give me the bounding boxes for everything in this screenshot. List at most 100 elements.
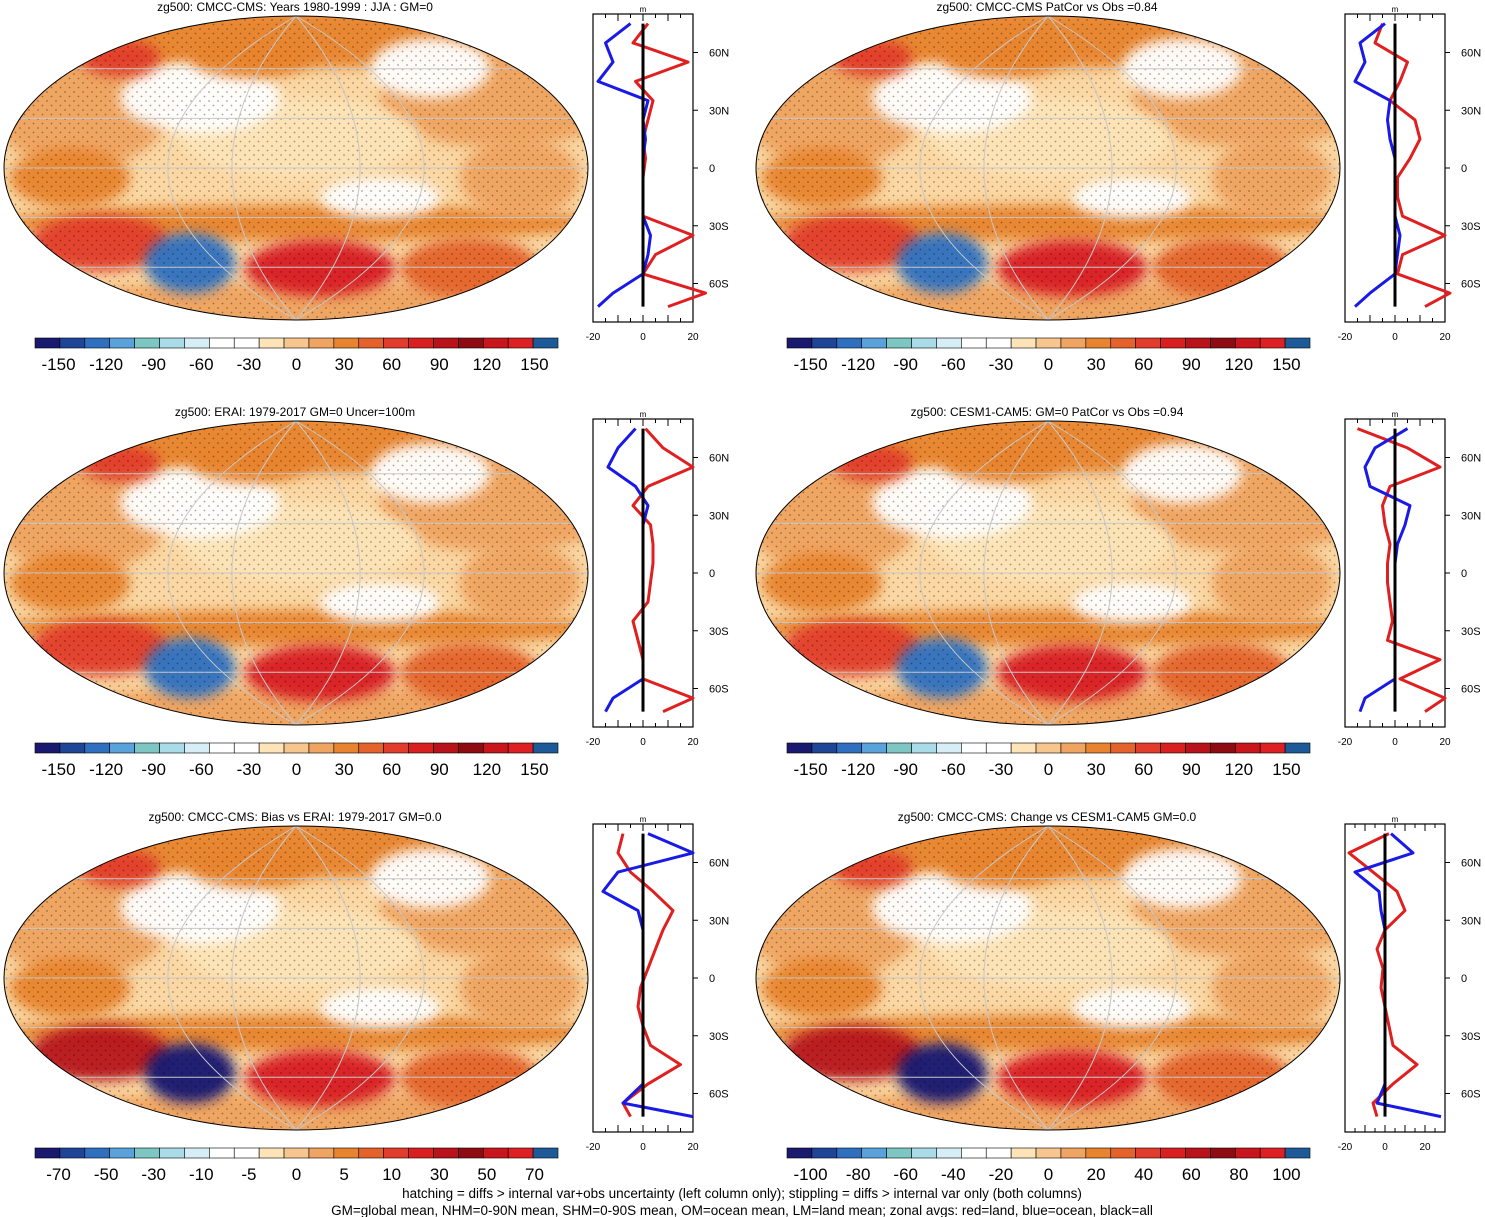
colorbar-tick-label: -120 [89,760,123,779]
lat-tick-label: 60N [1461,453,1481,465]
colorbar-tick-label: 20 [1087,1165,1106,1184]
zonal-x-tick-label: 20 [687,737,699,748]
panel-title: zg500: CESM1-CAM5: GM=0 PatCor vs Obs =0… [911,405,1184,419]
colorbar-tick-label: 40 [1134,1165,1153,1184]
zonal-unit-label: m [1392,815,1399,824]
lat-tick-label: 30S [1461,1031,1481,1043]
colorbar-tick-label: 0 [292,355,301,374]
colorbar-tick-label: 150 [1272,760,1300,779]
graticule [4,825,588,1131]
lat-tick-label: 30S [1461,626,1481,638]
map-field [4,421,588,725]
lat-tick-label: 30N [1461,105,1481,117]
lat-tick-label: 60N [709,48,729,60]
colorbar-tick-label: -120 [89,355,123,374]
zonal-mean-plot: m -20 0 20 60N 30N 0 30S 60S [586,410,729,748]
zonal-x-tick-label: -20 [586,332,601,343]
zonal-x-tick-label: 0 [640,332,646,343]
zonal-mean-plot: m -20 0 20 60N 30N 0 30S 60S [1338,815,1481,1153]
panel-title: zg500: CMCC-CMS: Change vs CESM1-CAM5 GM… [898,810,1197,824]
colorbar-tick-label: -150 [42,355,76,374]
colorbar-tick-label: 50 [477,1165,496,1184]
lat-tick-label: 0 [1461,568,1467,580]
colorbar-tick-label: 120 [473,760,501,779]
lat-tick-label: 30N [709,105,729,117]
map-field [756,826,1340,1130]
zonal-mean-plot: m -20 0 20 60N 30N 0 30S 60S [586,815,729,1153]
colorbar-tick-label: -120 [841,355,875,374]
lat-tick-label: 0 [709,163,715,175]
zonal-unit-label: m [640,5,647,14]
colorbar-tick-label: 30 [1087,355,1106,374]
colorbar-tick-label: 60 [382,355,401,374]
colorbar-tick-label: -5 [241,1165,256,1184]
colorbar-tick-label: -60 [941,760,966,779]
colorbar-tick-label: 120 [1225,760,1253,779]
map-outline [3,420,589,726]
colorbar-tick-label: 90 [430,760,449,779]
lat-tick-label: 0 [709,568,715,580]
lat-tick-label: 30N [1461,915,1481,927]
map-outline [755,15,1341,321]
colorbar-tick-label: 80 [1229,1165,1248,1184]
colorbar-tick-label: 90 [1182,355,1201,374]
colorbar-tick-label: -90 [893,760,918,779]
lat-tick-label: 30N [709,915,729,927]
colorbar-tick-label: -20 [989,1165,1014,1184]
colorbar-tick-label: 60 [382,760,401,779]
zonal-x-tick-label: 20 [1439,332,1451,343]
colorbar-tick-label: -100 [794,1165,828,1184]
colorbar-tick-label: -150 [794,355,828,374]
lat-tick-label: 30N [1461,510,1481,522]
colorbar: -150 -120 -90 -60 -30 0 30 60 90 120 150 [34,337,559,374]
colorbar-tick-label: 0 [1044,1165,1053,1184]
colorbar-tick-label: -30 [237,355,262,374]
map-outline [755,825,1341,1131]
colorbar-tick-label: -50 [94,1165,119,1184]
colorbar-tick-label: 60 [1134,760,1153,779]
lat-tick-label: 30S [1461,221,1481,233]
colorbar-tick-label: -40 [941,1165,966,1184]
footer-line-1: hatching = diffs > internal var+obs unce… [402,1186,1082,1201]
panel-6: zg500: CMCC-CMS: Change vs CESM1-CAM5 GM… [755,810,1481,1184]
colorbar-tick-label: 0 [1044,355,1053,374]
colorbar-tick-label: 30 [335,760,354,779]
map-field [756,16,1340,320]
panel-title: zg500: CMCC-CMS: Years 1980-1999 : JJA :… [157,0,433,14]
colorbar-tick-label: 30 [430,1165,449,1184]
map-outline [3,15,589,321]
colorbar: -70 -50 -30 -10 -5 0 5 10 30 50 70 [34,1147,559,1184]
lat-tick-label: 60S [1461,279,1481,291]
colorbar-tick-label: -150 [794,760,828,779]
map-field [756,421,1340,725]
lat-tick-label: 60N [1461,858,1481,870]
lat-tick-label: 30S [709,221,729,233]
colorbar-tick-label: 120 [1225,355,1253,374]
colorbar-tick-label: -70 [46,1165,71,1184]
colorbar: -150 -120 -90 -60 -30 0 30 60 90 120 150 [34,742,559,779]
lat-tick-label: 60N [1461,48,1481,60]
colorbar-tick-label: -60 [189,760,214,779]
colorbar-tick-label: 5 [339,1165,348,1184]
footer-line-2: GM=global mean, NHM=0-90N mean, SHM=0-90… [331,1203,1153,1217]
colorbar-tick-label: -90 [141,355,166,374]
colorbar-tick-label: 60 [1182,1165,1201,1184]
panel-2: zg500: CMCC-CMS PatCor vs Obs =0.84-150-… [755,0,1481,374]
lat-tick-label: 0 [1461,163,1467,175]
colorbar-tick-label: 120 [473,355,501,374]
colorbar-tick-label: 150 [520,760,548,779]
colorbar-tick-label: -120 [841,760,875,779]
panel-3: zg500: ERAI: 1979-2017 GM=0 Uncer=100m -1… [3,405,729,779]
zonal-unit-label: m [640,410,647,419]
lat-tick-label: 30S [709,1031,729,1043]
colorbar-tick-label: -10 [189,1165,214,1184]
graticule [4,420,588,726]
zonal-x-tick-label: 0 [640,1142,646,1153]
colorbar-tick-label: -30 [141,1165,166,1184]
lat-tick-label: 30S [709,626,729,638]
lat-tick-label: 60S [1461,1089,1481,1101]
zonal-unit-label: m [1392,5,1399,14]
colorbar-tick-label: 100 [1272,1165,1300,1184]
zonal-x-tick-label: -20 [586,1142,601,1153]
